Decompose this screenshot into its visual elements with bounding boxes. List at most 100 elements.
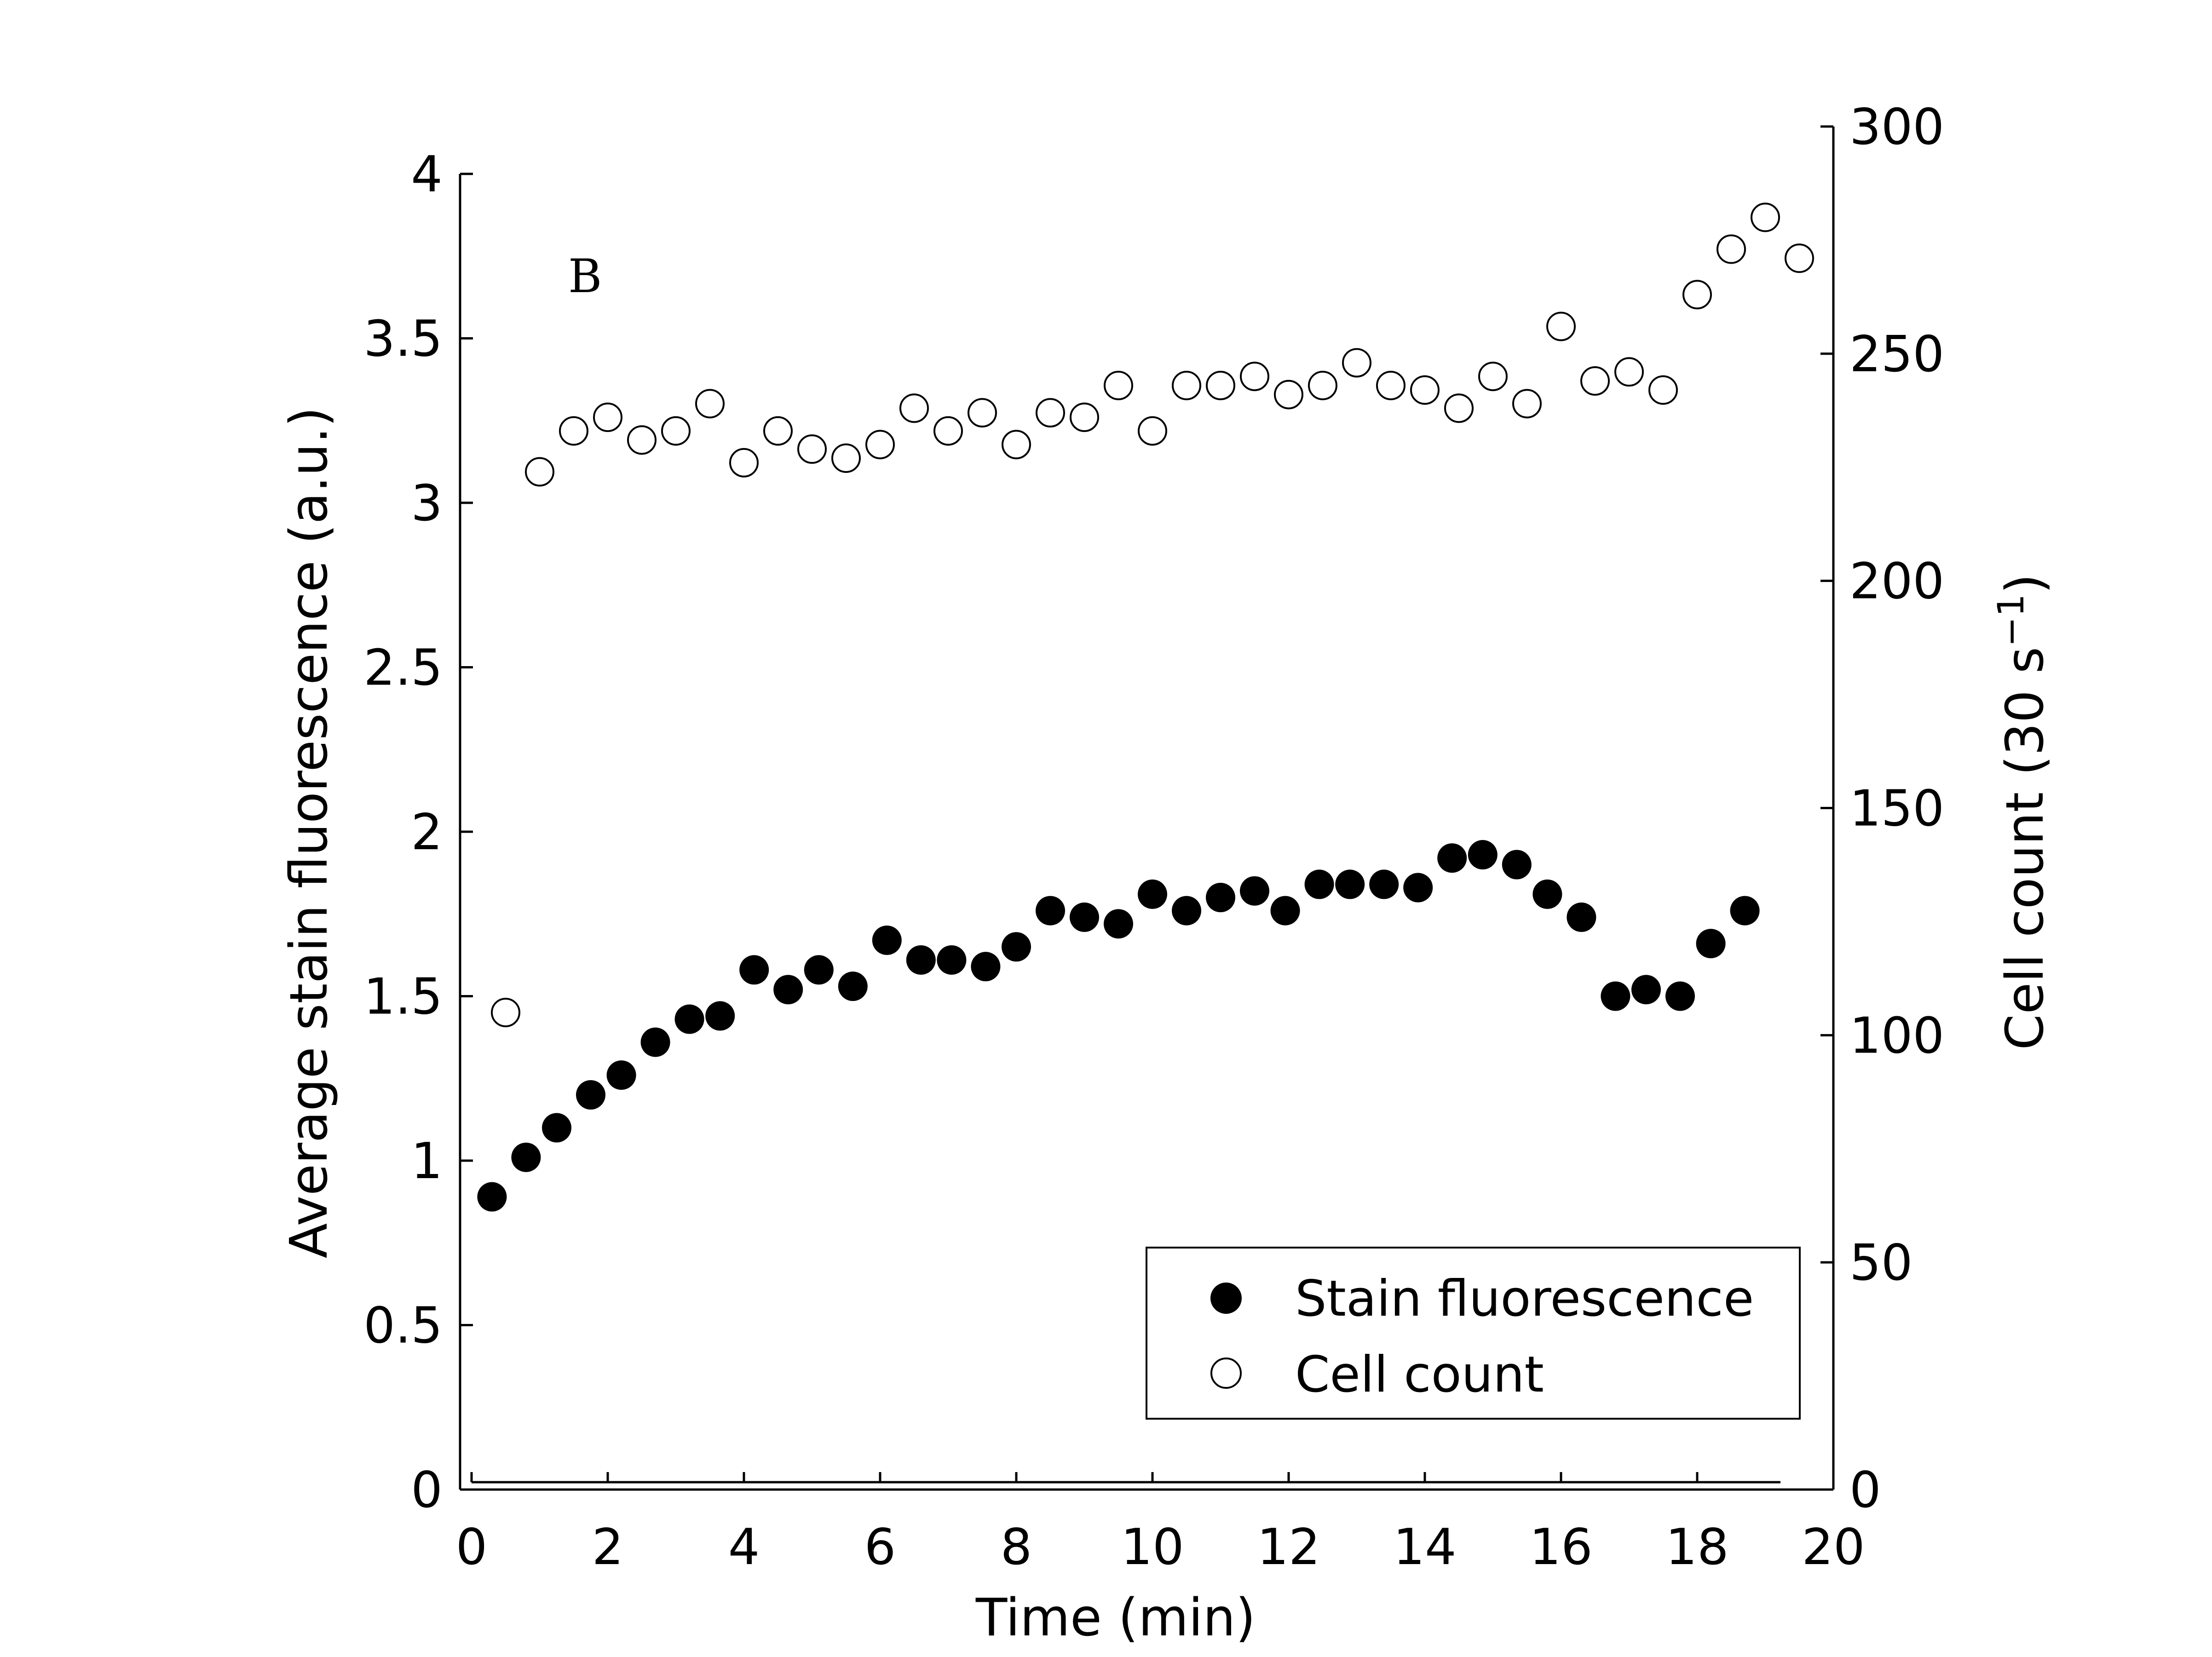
left-y-tick-label: 2.5: [363, 639, 443, 697]
stain-fluorescence-point: [1304, 869, 1334, 899]
stain-fluorescence-point: [511, 1142, 541, 1172]
left-y-axis-label: Average stain fluorescence (a.u.): [279, 407, 339, 1259]
cell-count-point: [627, 425, 657, 455]
legend-label-cell-count: Cell count: [1295, 1346, 1544, 1404]
x-tick-label: 16: [1529, 1519, 1592, 1576]
cell-count-point: [593, 403, 622, 432]
x-tick-label: 4: [728, 1519, 760, 1576]
stain-fluorescence-point: [1468, 840, 1498, 870]
stain-fluorescence-point: [576, 1080, 605, 1110]
cell-count-point: [831, 443, 861, 473]
cell-count-point: [933, 416, 963, 446]
x-tick-label: 18: [1665, 1519, 1728, 1576]
legend-marker-stain-fluorescence: [1210, 1283, 1242, 1314]
legend: Stain fluorescence Cell count: [1146, 1247, 1801, 1420]
stain-fluorescence-point: [739, 955, 769, 985]
left-y-tick-label: 0: [411, 1461, 443, 1519]
legend-marker-cell-count: [1210, 1358, 1242, 1389]
stain-fluorescence-point: [1070, 902, 1099, 932]
stain-fluorescence-point: [872, 925, 902, 955]
stain-fluorescence-point: [1665, 981, 1695, 1011]
cell-count-point: [968, 398, 997, 428]
right-y-axis-ticks: 0 50 100 150 200 250 300: [1820, 98, 1944, 1519]
stain-fluorescence-point: [804, 955, 834, 985]
cell-count-point: [1206, 370, 1235, 400]
right-y-axis-label-main: Cell count (30 s: [1995, 647, 2055, 1050]
cell-count-point: [899, 393, 929, 423]
cell-count-point: [1444, 393, 1474, 423]
stain-fluorescence-point: [906, 945, 936, 975]
cell-count-point: [1274, 380, 1303, 409]
x-tick-label: 14: [1393, 1519, 1456, 1576]
stain-fluorescence-point: [542, 1113, 571, 1143]
stain-fluorescence-point: [1002, 932, 1031, 962]
x-tick-label: 20: [1802, 1519, 1865, 1576]
stain-fluorescence-point: [1696, 929, 1726, 959]
left-y-tick-label: 0.5: [363, 1297, 443, 1355]
cell-count-point: [729, 448, 759, 478]
stain-fluorescence-point: [1567, 902, 1596, 932]
cell-count-point: [1682, 280, 1712, 310]
x-axis-label: Time (min): [975, 1588, 1256, 1648]
x-tick-label: 12: [1257, 1519, 1320, 1576]
right-y-axis-label: Cell count (30 s−1): [1991, 574, 2055, 1050]
cell-count-point: [1546, 311, 1576, 341]
legend-label-stain-fluorescence: Stain fluorescence: [1295, 1270, 1754, 1328]
stain-fluorescence-series: [477, 840, 1760, 1212]
stain-fluorescence-point: [1206, 883, 1235, 912]
stain-fluorescence-point: [1502, 850, 1532, 880]
cell-count-point: [559, 416, 588, 446]
stain-fluorescence-point: [1403, 873, 1433, 903]
cell-count-point: [1614, 357, 1644, 387]
left-y-tick-label: 4: [411, 146, 443, 203]
cell-count-point: [1580, 366, 1610, 396]
stain-fluorescence-point: [477, 1182, 507, 1212]
right-y-tick-label: 100: [1849, 1007, 1944, 1064]
cell-count-point: [1410, 375, 1440, 405]
stain-fluorescence-point: [1730, 896, 1760, 926]
stain-fluorescence-point: [606, 1060, 636, 1090]
stain-fluorescence-point: [1172, 896, 1201, 926]
x-tick-label: 8: [1001, 1519, 1032, 1576]
stain-fluorescence-point: [1532, 879, 1562, 909]
stain-fluorescence-point: [1138, 879, 1167, 909]
cell-count-point: [1785, 243, 1814, 273]
stain-fluorescence-point: [1270, 896, 1300, 926]
cell-count-point: [1036, 398, 1065, 428]
left-y-tick-label: 3.5: [363, 311, 443, 368]
right-y-tick-label: 50: [1849, 1234, 1912, 1292]
right-y-axis-label-close: ): [1995, 574, 2055, 594]
panel-label: B: [568, 249, 602, 303]
stain-fluorescence-point: [838, 972, 868, 1001]
cell-count-series: [491, 202, 1814, 1027]
stain-fluorescence-point: [937, 945, 967, 975]
left-y-tick-label: 3: [411, 475, 443, 532]
cell-count-point: [1240, 362, 1269, 391]
right-y-tick-label: 250: [1849, 326, 1944, 383]
x-axis-ticks: 0 2 4 6 8 10 12 14 16 18 20: [456, 1472, 1865, 1576]
stain-fluorescence-point: [1369, 869, 1399, 899]
cell-count-point: [491, 997, 520, 1027]
right-y-tick-label: 300: [1849, 98, 1944, 156]
right-y-axis-label-superscript: −1: [1991, 594, 2032, 647]
x-tick-label: 6: [864, 1519, 896, 1576]
stain-fluorescence-point: [1437, 843, 1467, 873]
cell-count-point: [865, 430, 895, 460]
stain-fluorescence-point: [1036, 896, 1065, 926]
cell-count-point: [1478, 362, 1508, 391]
left-y-tick-label: 2: [411, 804, 443, 861]
x-tick-label: 2: [592, 1519, 624, 1576]
cell-count-point: [525, 457, 554, 487]
stain-fluorescence-point: [1240, 876, 1269, 906]
right-y-tick-label: 200: [1849, 553, 1944, 610]
x-tick-label: 0: [456, 1519, 488, 1576]
cell-count-point: [1172, 370, 1201, 400]
stain-fluorescence-point: [971, 952, 1001, 982]
stain-fluorescence-point: [640, 1027, 670, 1057]
legend-box: [1146, 1247, 1801, 1420]
x-tick-label: 10: [1121, 1519, 1184, 1576]
cell-count-point: [763, 416, 793, 446]
right-y-tick-label: 150: [1849, 780, 1944, 838]
cell-count-point: [797, 434, 827, 464]
